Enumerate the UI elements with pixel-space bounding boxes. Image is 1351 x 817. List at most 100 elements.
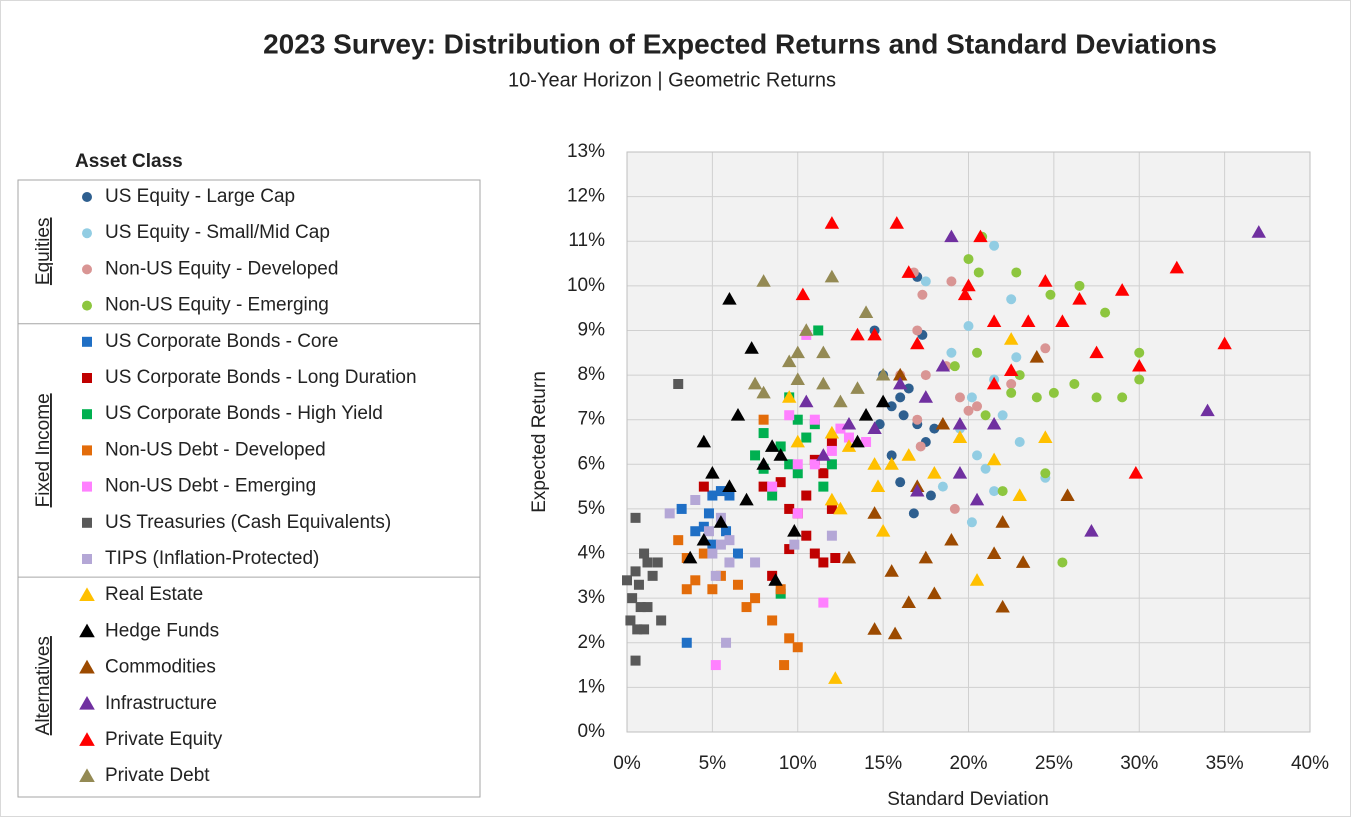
point (710, 660, 721, 671)
point (625, 615, 636, 626)
point (910, 336, 925, 350)
legend-label: Private Equity (105, 729, 223, 750)
point (795, 287, 811, 301)
legend-label: US Corporate Bonds - Core (105, 331, 338, 352)
point (858, 305, 874, 319)
point (828, 671, 843, 684)
point (818, 468, 829, 479)
y-tick-label: 11% (568, 230, 605, 251)
point (927, 466, 942, 479)
point (1011, 352, 1022, 363)
point (710, 570, 721, 581)
point (986, 452, 1002, 466)
point (681, 584, 692, 595)
point (963, 321, 974, 331)
point (698, 548, 709, 559)
legend-label: Hedge Funds (105, 620, 219, 641)
point (721, 637, 732, 648)
point (732, 579, 743, 590)
point (1200, 403, 1215, 417)
point (690, 575, 701, 586)
point (767, 615, 778, 626)
point (908, 508, 919, 519)
point (833, 501, 848, 515)
legend-marker (82, 445, 92, 456)
point (915, 441, 926, 452)
point (707, 584, 718, 595)
y-tick-label: 10% (567, 275, 605, 296)
point (642, 602, 653, 613)
point (1117, 392, 1128, 403)
legend-label: Real Estate (105, 584, 203, 605)
point (792, 459, 803, 470)
legend-label: Non-US Debt - Developed (105, 439, 326, 460)
point (647, 570, 658, 581)
point (784, 633, 795, 644)
point (889, 216, 904, 229)
point (997, 410, 1008, 421)
chart-title: 2023 Survey: Distribution of Expected Re… (263, 28, 1217, 59)
point (632, 624, 643, 635)
point (966, 517, 977, 528)
legend-group-label: Alternatives (33, 636, 54, 735)
point (1014, 437, 1025, 447)
point (1015, 555, 1031, 568)
point (917, 289, 928, 300)
point (809, 459, 820, 470)
point (1003, 332, 1019, 345)
point (1040, 343, 1051, 354)
point (824, 269, 840, 283)
point (1091, 392, 1102, 403)
point (989, 486, 1000, 497)
legend-marker (82, 336, 92, 347)
x-tick-label: 0% (613, 753, 641, 774)
point (690, 495, 701, 505)
point (813, 325, 824, 336)
point (980, 410, 991, 421)
point (835, 423, 846, 434)
point (944, 229, 959, 243)
point (850, 381, 865, 394)
point (824, 216, 840, 229)
point (927, 586, 942, 600)
point (801, 490, 812, 501)
x-tick-label: 10% (779, 753, 817, 774)
legend-label: Commodities (105, 657, 216, 678)
point (779, 660, 790, 671)
point (867, 457, 882, 470)
point (633, 579, 644, 590)
point (790, 345, 805, 359)
legend-group-label: Equities (33, 217, 54, 285)
point (875, 524, 891, 537)
point (949, 503, 960, 514)
point (920, 276, 931, 287)
y-tick-label: 5% (578, 498, 606, 519)
point (690, 526, 701, 537)
point (966, 392, 977, 403)
point (750, 593, 761, 604)
point (707, 539, 718, 550)
point (744, 341, 759, 354)
point (893, 376, 908, 390)
point (910, 483, 925, 497)
point (841, 439, 857, 452)
point (722, 292, 737, 305)
point (705, 466, 720, 479)
point (841, 416, 857, 430)
y-tick-label: 1% (578, 676, 606, 697)
point (1089, 345, 1104, 359)
y-tick-label: 13% (567, 141, 605, 162)
point (969, 573, 985, 586)
legend-marker (82, 481, 92, 492)
y-tick-label: 7% (578, 409, 606, 430)
point (756, 457, 771, 470)
point (747, 376, 763, 390)
legend-title: Asset Class (75, 151, 183, 172)
point (972, 450, 983, 461)
point (758, 428, 769, 439)
legend-marker (82, 517, 92, 528)
point (656, 615, 667, 626)
point (995, 599, 1010, 613)
point (724, 535, 735, 546)
point (799, 394, 814, 408)
